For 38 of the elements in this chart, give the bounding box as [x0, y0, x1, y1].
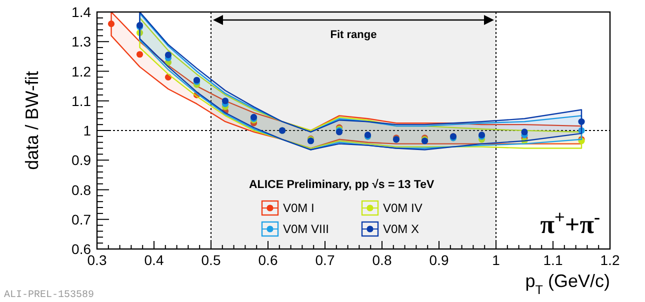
point [164, 74, 172, 80]
y-tick-label: 1.3 [72, 34, 92, 50]
point [136, 51, 144, 58]
x-tick-label: 0.9 [429, 252, 449, 268]
y-tick-label: 0.9 [72, 152, 92, 168]
x-tick-label: 1.2 [600, 252, 620, 268]
point [578, 118, 585, 125]
band-label: Fit range [330, 29, 377, 42]
x-tick-label: 1.1 [543, 252, 563, 268]
point [521, 138, 528, 144]
annotation: π$^{+}$+π$^{-}$ [540, 207, 600, 239]
point [108, 20, 115, 28]
point [521, 128, 528, 136]
point [164, 52, 172, 58]
y-tick-label: 1 [83, 122, 92, 138]
y-tick-label: 0.7 [72, 211, 92, 228]
y-tick-label: 1.2 [72, 63, 92, 80]
x-tick-label: 0.6 [258, 252, 278, 268]
legend-label: V0M IV [383, 201, 422, 215]
x-tick-label: 1 [492, 252, 500, 268]
legend-label: V0M VIII [283, 222, 330, 236]
x-axis-title: p$_{T}$ (GeV/c) [525, 271, 610, 297]
point [193, 92, 200, 98]
x-tick-label: 0.8 [372, 252, 392, 268]
point [136, 29, 144, 36]
point [222, 98, 229, 104]
y-axis-title: data / BW-fit [22, 71, 42, 170]
x-tick-label: 0.7 [315, 252, 335, 268]
text: ALI-PREL-153589 [4, 290, 94, 301]
legend-label: V0M I [283, 201, 314, 215]
y-tick-label: 1.4 [72, 4, 92, 20]
y-tick-label: 1.1 [72, 92, 92, 109]
point [578, 127, 585, 134]
y-tick-label: 0.8 [72, 182, 92, 198]
annotation: ALICE Preliminary, pp √s = 13 TeV [249, 178, 434, 191]
legend-label: V0M X [383, 222, 420, 236]
x-tick-label: 0.5 [201, 252, 221, 268]
x-tick-label: 0.4 [144, 252, 164, 268]
